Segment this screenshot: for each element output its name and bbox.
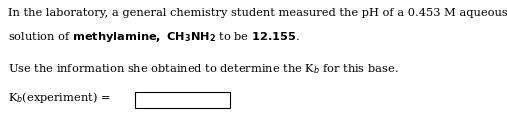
Text: solution of $\mathbf{methylamine,\ CH_3NH_2}$ to be $\mathbf{12.155}$.: solution of $\mathbf{methylamine,\ CH_3N… xyxy=(8,30,300,44)
Text: In the laboratory, a general chemistry student measured the pH of a 0.453 M aque: In the laboratory, a general chemistry s… xyxy=(8,8,507,18)
Bar xyxy=(135,92,230,108)
Text: K$_b$(experiment) =: K$_b$(experiment) = xyxy=(8,90,111,105)
Text: Use the information she obtained to determine the K$_b$ for this base.: Use the information she obtained to dete… xyxy=(8,62,399,76)
